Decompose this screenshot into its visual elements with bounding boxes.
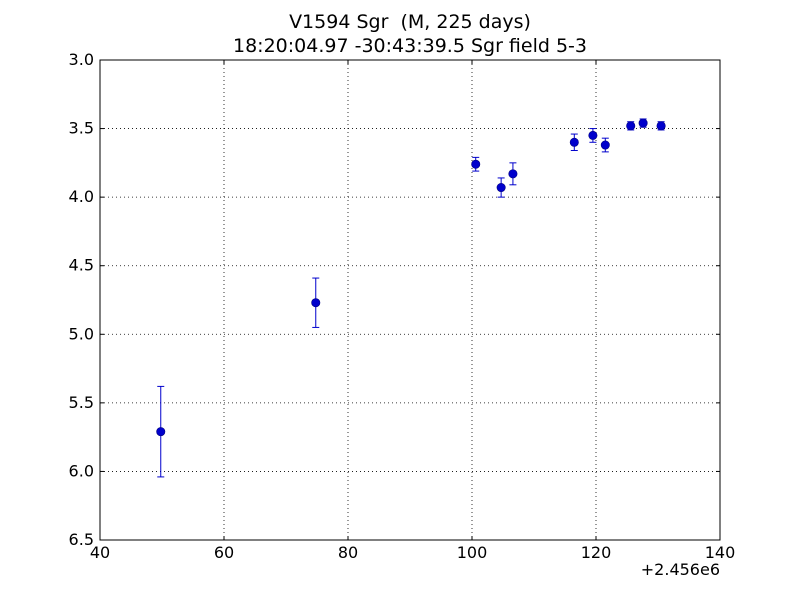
y-tick-label: 6.5 (69, 530, 94, 549)
chart-subtitle: 18:20:04.97 -30:43:39.5 Sgr field 5-3 (233, 35, 587, 57)
y-tick-label: 3.0 (69, 50, 94, 69)
data-point (508, 169, 518, 179)
data-layer (156, 118, 666, 478)
data-point (638, 118, 648, 128)
y-tick-label: 3.5 (69, 119, 94, 138)
data-point (471, 159, 481, 169)
plot-frame (99, 59, 721, 541)
x-tick-label: 80 (338, 543, 358, 562)
y-tick-label: 4.5 (69, 256, 94, 275)
data-point (626, 121, 636, 131)
grid-layer (100, 60, 720, 540)
x-tick-label: 120 (581, 543, 612, 562)
y-tick-label: 6.0 (69, 461, 94, 480)
data-point (496, 183, 506, 193)
x-tick-label: 60 (214, 543, 234, 562)
y-tick-label: 5.5 (69, 393, 94, 412)
y-tick-label: 5.0 (69, 324, 94, 343)
data-point (656, 121, 666, 131)
data-point (156, 427, 166, 437)
chart-title: V1594 Sgr (M, 225 days) (289, 11, 531, 33)
x-axis-offset-label: +2.456e6 (640, 560, 720, 579)
data-point (588, 130, 598, 140)
data-point (311, 298, 321, 308)
y-tick-label: 4.0 (69, 187, 94, 206)
data-point (600, 140, 610, 150)
x-tick-label: 100 (457, 543, 488, 562)
x-tick-label: 40 (90, 543, 110, 562)
tick-layer: 40 60 80 100 120 140 3.0 3.5 4.0 4.5 5.0 5.5 6.0 6.5 (69, 50, 736, 562)
data-point (569, 137, 579, 147)
x-tick-label: 140 (705, 543, 736, 562)
